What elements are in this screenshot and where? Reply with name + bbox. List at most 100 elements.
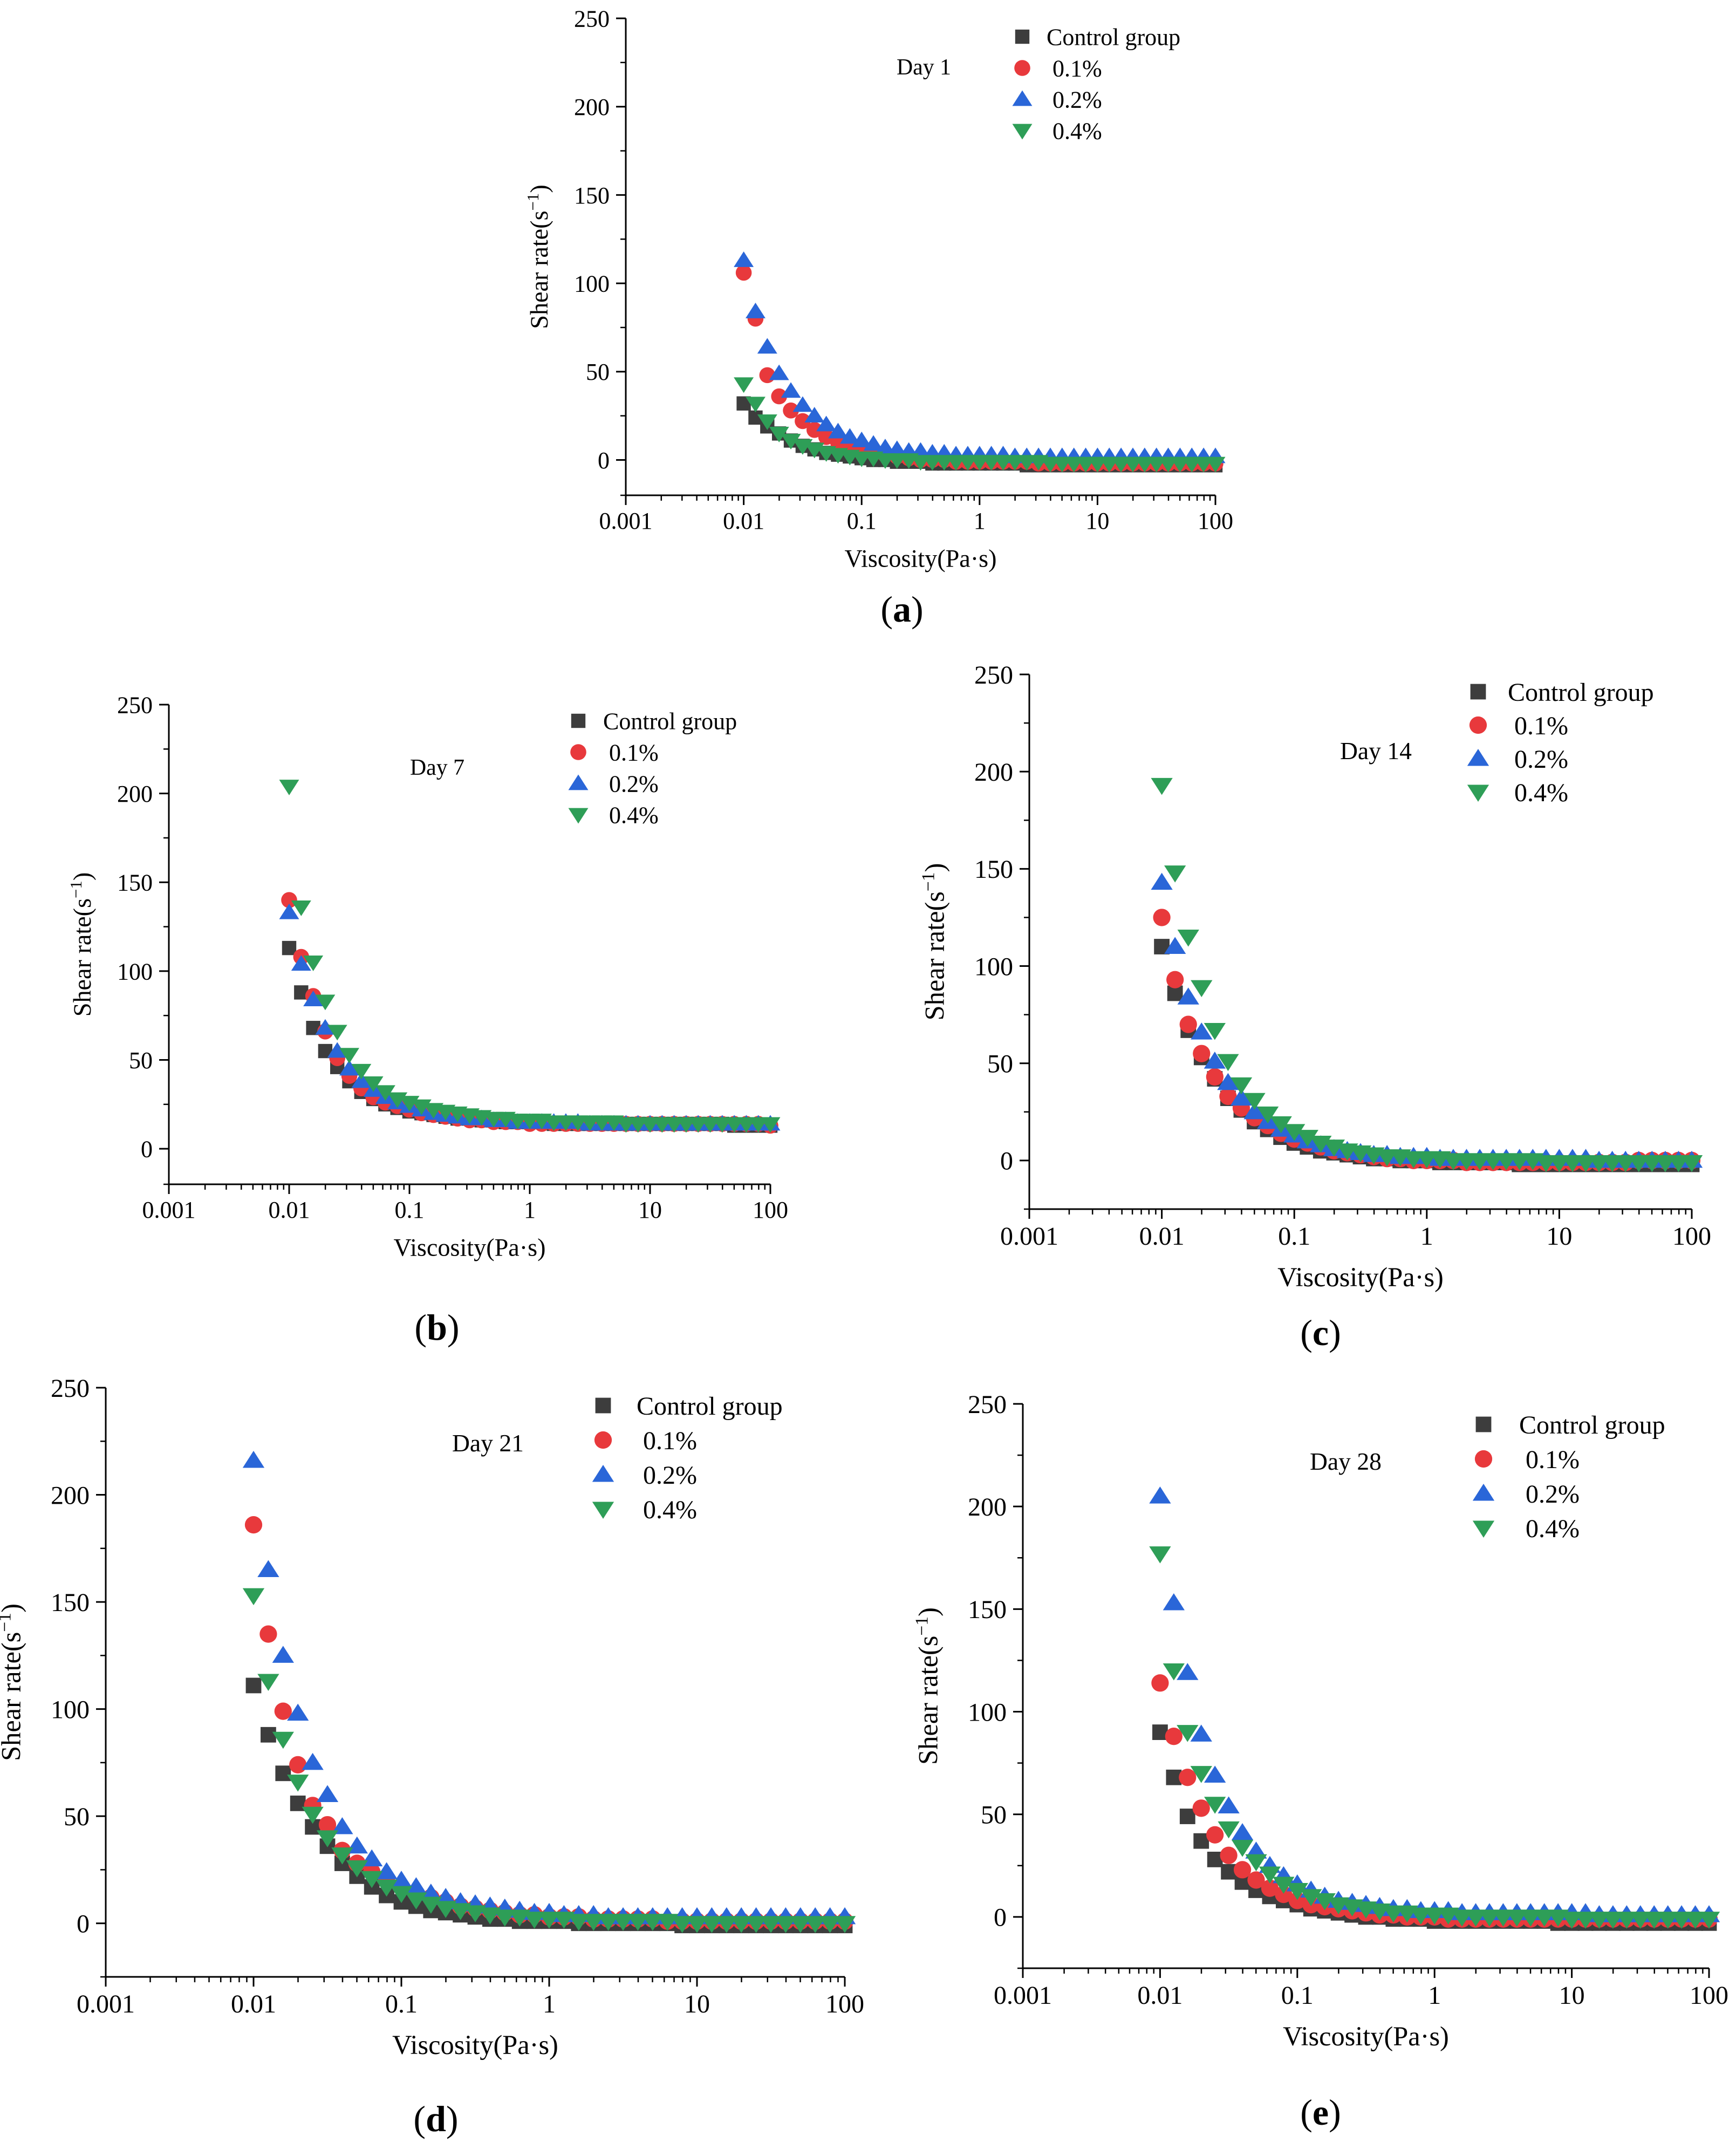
y-tick-label: 50 [64,1803,90,1831]
y-axis-title-base: Shear rate(s [920,891,950,1020]
x-tick-label: 100 [753,1197,788,1223]
data-point [789,1916,811,1933]
legend-marker [570,744,586,760]
legend-label: Control group [603,708,737,734]
data-point [1230,1088,1253,1106]
data-point [715,1916,737,1933]
data-point [1221,1864,1236,1880]
data-point [1382,1905,1405,1923]
data-point [1506,1909,1528,1927]
series-0 [282,940,778,1133]
data-point [1219,1087,1237,1106]
data-point [1247,1871,1265,1889]
data-point [405,1892,427,1910]
day-annotation: Day 14 [1340,737,1412,765]
data-point [1410,1907,1432,1925]
legend-label: 0.1% [609,739,659,766]
data-point [1233,1861,1252,1879]
data-point [1643,1912,1665,1929]
caption-paren-open: ( [1300,2092,1313,2133]
y-tick-label: 100 [574,271,610,297]
data-point [806,422,823,438]
data-point [287,1703,309,1721]
y-tick-label: 250 [51,1374,90,1403]
data-point [1179,1809,1195,1824]
data-point [302,1752,324,1770]
data-point [1165,1728,1183,1745]
data-point [538,1912,561,1929]
x-axis-title: Viscosity(Pa·s) [393,1233,545,1261]
data-point [272,1646,294,1663]
data-point [792,396,813,412]
data-point [1191,980,1213,998]
data-point [760,1117,781,1133]
y-tick-label: 150 [974,855,1013,884]
data-point [1204,1052,1226,1069]
legend-label: 0.4% [1514,779,1568,807]
y-tick-label: 200 [51,1481,90,1510]
data-point [291,955,311,971]
data-point [242,1451,265,1468]
caption-paren-close: ) [447,1307,460,1348]
data-point [1465,1909,1487,1927]
day-annotation: Day 28 [1310,1448,1382,1475]
data-point [244,1516,263,1534]
data-point [257,1674,279,1691]
data-point [1670,1912,1693,1929]
data-point [361,1871,383,1888]
data-point [1217,1054,1239,1072]
x-axis-title: Viscosity(Pa·s) [392,2030,558,2060]
y-tick-label: 50 [981,1801,1007,1830]
data-point [375,1085,395,1101]
data-point [757,338,777,354]
panel-caption: (e) [1300,2092,1341,2133]
data-point [257,1560,279,1578]
data-point [281,892,297,908]
data-point [339,1048,359,1064]
x-axis-title: Viscosity(Pa·s) [1283,2021,1449,2051]
data-point [1478,1909,1501,1927]
data-point [1270,1116,1292,1134]
data-point [1191,1022,1213,1040]
chart-panel-c: 0.001 0.01 0.1 1 10 100 0 50 100 150 200 250 Viscosi… [918,661,1711,1353]
legend-label: 0.2% [1514,745,1568,774]
series-1 [1153,909,1701,1171]
y-axis-title-base: Shear rate(s [525,210,553,329]
y-tick-label: 150 [51,1588,90,1617]
legend-marker [1012,90,1033,106]
data-point [242,1588,265,1606]
data-point [315,994,336,1011]
y-tick-label: 200 [974,758,1013,787]
data-point [1151,872,1173,890]
x-tick-label: 10 [1559,1981,1585,2010]
y-axis-title-exponent: −1 [918,872,938,891]
y-axis-title-end: ) [525,185,553,193]
legend-marker [571,713,586,728]
y-tick-label: 200 [117,781,153,807]
legend-label: 0.1% [1052,55,1102,81]
data-point [1164,865,1186,883]
legend-marker [1467,749,1489,766]
chart-panel-d: 0.001 0.01 0.1 1 10 100 0 50 100 150 200 250 Viscosi… [0,1374,864,2139]
data-point [851,432,872,447]
x-tick-label: 0.1 [385,1990,418,2018]
y-axis-title-end: ) [920,863,950,872]
legend-label: 0.4% [609,802,659,828]
legend-marker [1467,784,1489,802]
legend-label: Control group [637,1392,783,1421]
data-point [1256,1106,1279,1124]
y-tick-label: 250 [968,1390,1007,1419]
data-point [390,1871,413,1888]
data-point [1163,1593,1185,1611]
y-axis-title-base: Shear rate(s [0,1632,26,1761]
legend-label: 0.4% [1052,118,1102,144]
data-point [568,1914,590,1931]
data-point [1243,1102,1266,1120]
caption-paren-open: ( [880,589,893,630]
caption-paren-open: ( [413,2098,426,2139]
y-axis-title: Shear rate(s−1) [0,1604,26,1761]
y-axis-title-exponent: −1 [524,193,542,211]
data-point [1243,1093,1266,1110]
data-point [583,1914,605,1931]
